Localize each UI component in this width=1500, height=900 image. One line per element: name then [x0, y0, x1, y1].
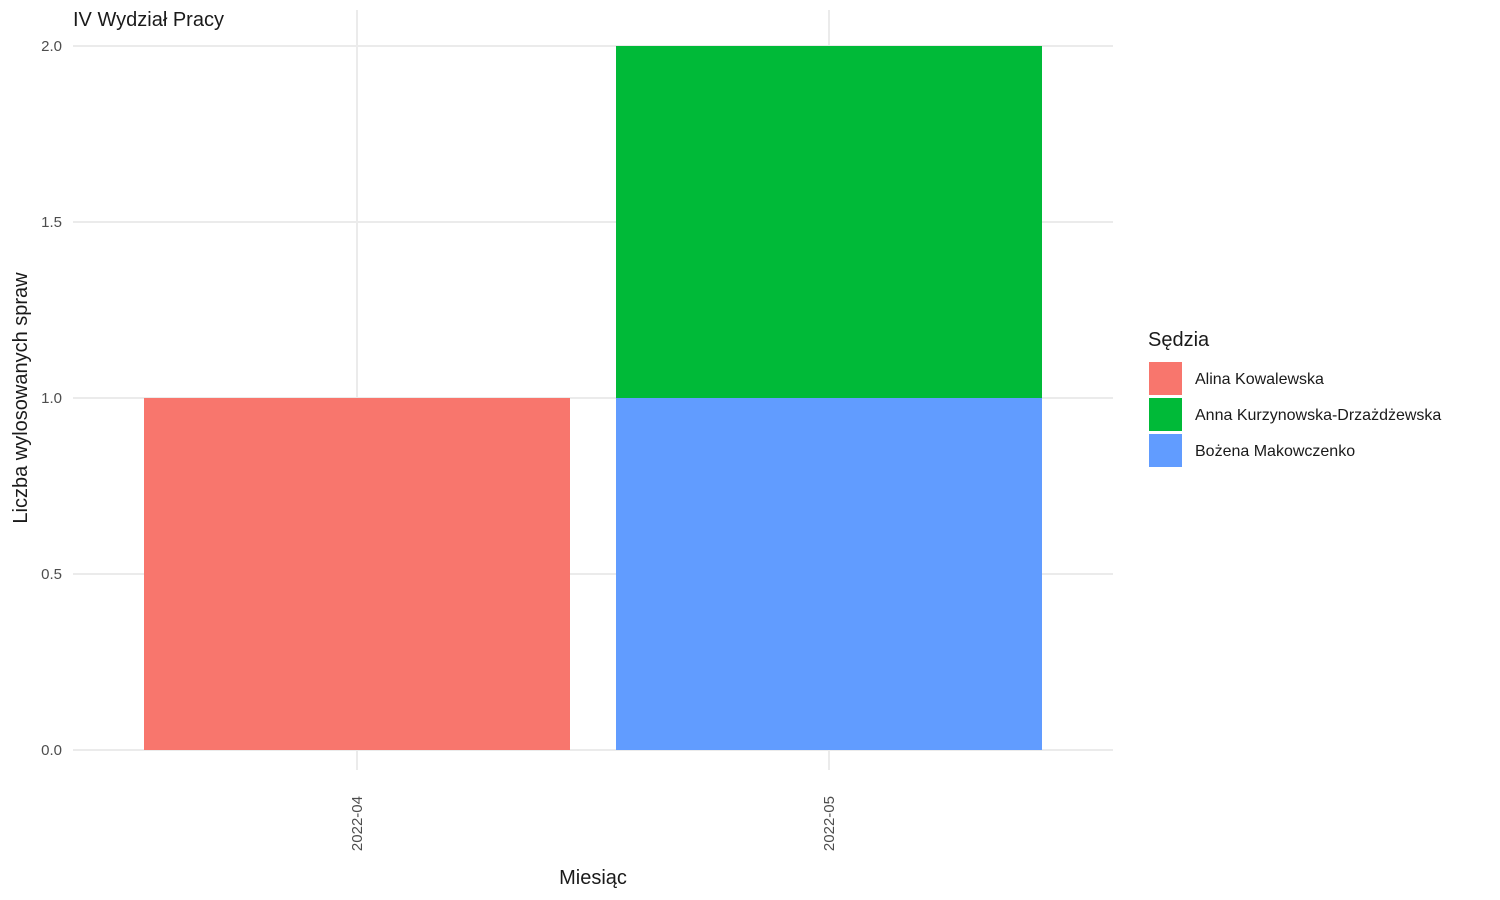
x-tick-label: 2022-04 [349, 796, 366, 851]
bar-segment [616, 398, 1042, 750]
y-tick-label: 1.0 [41, 390, 62, 407]
legend-label: Alina Kowalewska [1195, 371, 1324, 388]
y-axis-title: Liczba wylosowanych spraw [10, 272, 32, 524]
legend: Sędzia Alina Kowalewska Anna Kurzynowska-… [1148, 329, 1441, 467]
bar-segment [144, 398, 570, 750]
legend-swatch [1149, 434, 1182, 467]
legend-swatch [1149, 362, 1182, 395]
x-tick-label: 2022-05 [821, 796, 838, 851]
y-axis-ticks: 0.0 0.5 1.0 1.5 2.0 [41, 38, 62, 759]
legend-title: Sędzia [1148, 329, 1210, 351]
legend-items: Alina Kowalewska Anna Kurzynowska-Drzażdż… [1149, 362, 1441, 467]
bar-segment [616, 46, 1042, 398]
chart-title: IV Wydział Pracy [73, 9, 224, 31]
legend-label: Anna Kurzynowska-Drzażdżewska [1195, 407, 1441, 424]
y-tick-label: 0.0 [41, 742, 62, 759]
x-axis-title: Miesiąc [559, 867, 627, 889]
legend-label: Bożena Makowczenko [1195, 443, 1355, 460]
bars [144, 46, 1042, 750]
x-axis-ticks: 2022-04 2022-05 [349, 796, 838, 851]
legend-swatch [1149, 398, 1182, 431]
y-tick-label: 0.5 [41, 566, 62, 583]
y-tick-label: 1.5 [41, 214, 62, 231]
y-tick-label: 2.0 [41, 38, 62, 55]
